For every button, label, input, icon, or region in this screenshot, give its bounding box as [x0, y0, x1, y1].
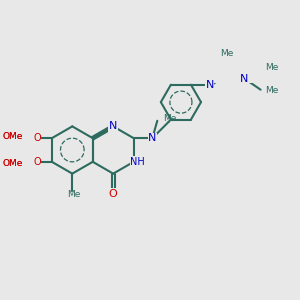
Text: OMe: OMe	[3, 159, 23, 168]
Text: Me: Me	[164, 114, 177, 123]
Text: Me: Me	[67, 190, 80, 199]
Text: OMe: OMe	[3, 159, 23, 168]
Text: N: N	[240, 74, 249, 83]
Text: N: N	[148, 133, 157, 143]
Text: Me: Me	[266, 63, 279, 72]
Text: O: O	[33, 133, 41, 143]
Text: Me: Me	[220, 49, 234, 58]
Text: N: N	[240, 74, 249, 83]
Text: N: N	[109, 122, 117, 131]
Text: OMe: OMe	[3, 132, 23, 141]
Text: O: O	[33, 157, 41, 167]
Text: Me: Me	[266, 86, 279, 95]
Text: N: N	[148, 133, 157, 143]
Text: O: O	[109, 188, 118, 199]
Text: O: O	[33, 157, 41, 167]
Text: N: N	[206, 80, 214, 90]
Text: O: O	[33, 133, 41, 143]
Text: NH: NH	[130, 157, 145, 167]
Text: N: N	[206, 80, 214, 90]
Text: O: O	[109, 188, 118, 199]
Text: N: N	[109, 122, 117, 131]
Text: OMe: OMe	[3, 132, 23, 141]
Text: NH: NH	[130, 157, 145, 167]
